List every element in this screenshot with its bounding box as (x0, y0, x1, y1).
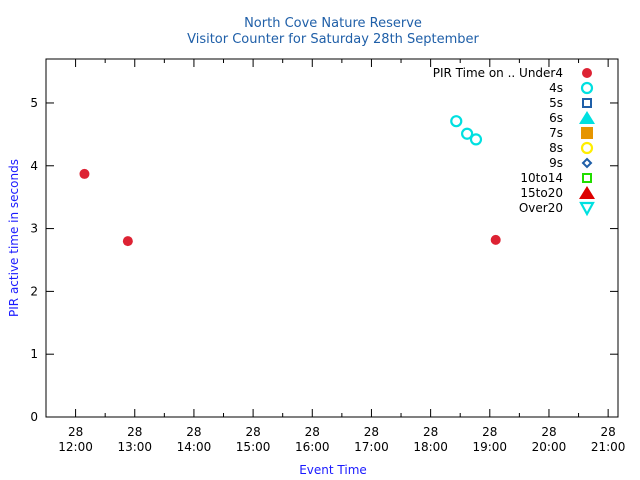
legend-marker-9s (581, 157, 593, 169)
data-point-4s (450, 115, 463, 128)
legend: PIR Time on .. Under44s5s6s7s8s9s10to141… (433, 66, 595, 217)
legend-marker-over20 (579, 201, 595, 217)
x-tick-time: 18:00 (413, 440, 448, 454)
x-tick-day: 28 (245, 425, 260, 439)
y-tick-label: 1 (30, 347, 38, 361)
x-tick-time: 14:00 (177, 440, 212, 454)
legend-label-first: PIR Time on .. Under4 (433, 66, 563, 80)
x-axis-label: Event Time (299, 463, 367, 477)
x-tick-time: 19:00 (472, 440, 507, 454)
data-point-4s (469, 133, 483, 146)
x-tick-time: 21:00 (591, 440, 626, 454)
x-tick-day: 28 (541, 425, 556, 439)
x-axis: 2812:002813:002814:002815:002816:002817:… (45, 59, 626, 454)
data-point-under4 (490, 234, 501, 245)
y-tick-label: 3 (30, 222, 38, 236)
y-axis-label: PIR active time in seconds (7, 159, 21, 317)
legend-label: 7s (549, 126, 563, 140)
x-tick-day: 28 (186, 425, 201, 439)
legend-marker-4s (580, 81, 594, 95)
legend-marker-8s (580, 141, 594, 155)
x-tick-time: 16:00 (295, 440, 330, 454)
data-point-4s (461, 127, 474, 140)
legend-marker-under4 (582, 68, 592, 78)
x-tick-day: 28 (127, 425, 142, 439)
legend-label: Over20 (519, 201, 563, 215)
chart-subtitle: Visitor Counter for Saturday 28th Septem… (187, 32, 479, 47)
x-tick-day: 28 (423, 425, 438, 439)
legend-label: 10to14 (520, 171, 563, 185)
legend-marker-6s (579, 111, 595, 124)
x-tick-time: 13:00 (117, 440, 152, 454)
legend-marker-5s (582, 98, 592, 108)
legend-marker-7s (581, 127, 593, 139)
y-tick-label: 2 (30, 284, 38, 298)
legend-label: 15to20 (520, 186, 563, 200)
data-point-under4 (79, 168, 90, 179)
legend-series-name: Under4 (515, 66, 563, 80)
y-axis: 0 1 2 3 4 5 (30, 96, 618, 424)
legend-label: 6s (549, 111, 563, 125)
legend-label: 4s (549, 81, 563, 95)
x-tick-time: 17:00 (354, 440, 389, 454)
data-point-under4 (122, 236, 133, 247)
legend-label: 8s (549, 141, 563, 155)
legend-marker-10to14 (582, 173, 592, 183)
legend-marker-15to20 (579, 186, 595, 199)
plot-frame (45, 58, 619, 418)
data-points (79, 115, 501, 247)
y-tick-label: 4 (30, 159, 38, 173)
x-tick-time: 20:00 (532, 440, 567, 454)
x-tick-day: 28 (482, 425, 497, 439)
x-tick-day: 28 (364, 425, 379, 439)
x-tick-time: 15:00 (236, 440, 271, 454)
x-tick-day: 28 (600, 425, 615, 439)
x-tick-day: 28 (305, 425, 320, 439)
chart-title: North Cove Nature Reserve (244, 16, 422, 31)
legend-label: 9s (549, 156, 563, 170)
y-tick-label: 5 (30, 96, 38, 110)
legend-title: PIR Time on .. (433, 66, 516, 80)
y-tick-label: 0 (30, 410, 38, 424)
x-tick-time: 12:00 (58, 440, 93, 454)
x-tick-day: 28 (68, 425, 83, 439)
legend-label: 5s (549, 96, 563, 110)
